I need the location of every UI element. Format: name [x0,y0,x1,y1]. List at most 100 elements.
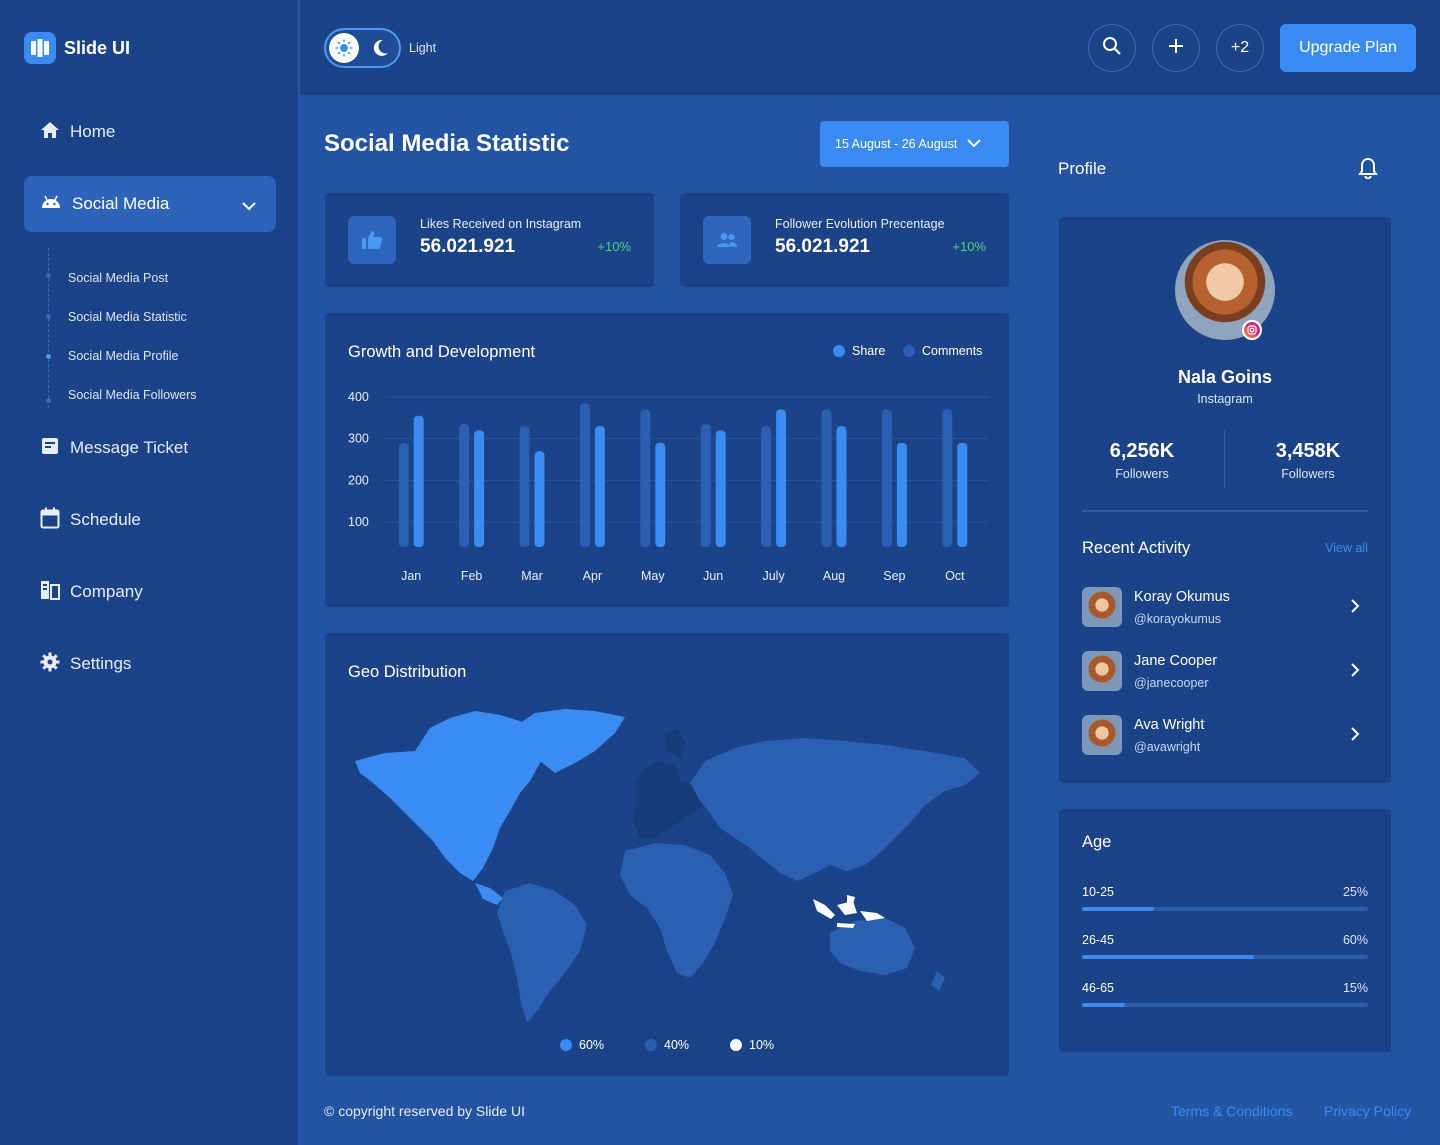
theme-toggle[interactable] [324,28,401,68]
y-tick-label: 300 [348,432,369,446]
bar-comments [881,409,892,547]
asia [690,738,980,881]
sidebar-item-label: Home [70,122,116,141]
sidebar-item-message-ticket[interactable]: Message Ticket [24,420,276,476]
sidebar-item-label: Company [70,582,143,601]
search-icon [1102,36,1122,61]
indonesia [813,895,885,928]
activity-handle: @avawright [1134,740,1201,754]
chevron-down-icon[interactable] [242,196,256,216]
theme-label: Light [409,41,437,55]
stat-change: +10% [952,239,986,254]
plus-icon [1167,37,1185,60]
instagram-icon [1242,320,1262,340]
submenu-social-media-followers[interactable]: Social Media Followers [68,388,197,402]
chevron-right-icon[interactable] [1351,663,1360,682]
sidebar-item-home[interactable]: Home [24,104,276,160]
ticket-icon [40,436,60,461]
divider [1224,430,1225,488]
age-progress-track [1082,1003,1368,1007]
sidebar-item-company[interactable]: Company [24,564,276,620]
privacy-link[interactable]: Privacy Policy [1324,1103,1412,1119]
x-tick-label: July [762,569,785,583]
world-map [355,709,980,1023]
age-range-label: 10-25 [1082,885,1114,899]
bell-icon[interactable] [1358,157,1378,184]
divider [1082,510,1368,512]
bar-comments [459,424,470,547]
chevron-down-icon [967,137,982,151]
submenu-dot [46,273,51,278]
profile-card: Nala Goins Instagram 6,256K Followers 3,… [1059,217,1391,783]
south-america [497,883,587,1023]
stat-value: 56.021.921 [775,236,871,257]
chevron-right-icon[interactable] [1351,599,1360,618]
activity-name: Jane Cooper [1134,653,1218,669]
submenu-social-media-post[interactable]: Social Media Post [68,271,169,285]
stat-card-followers: Follower Evolution Precentage 56.021.921… [680,193,1009,287]
sidebar-item-schedule[interactable]: Schedule [24,492,276,548]
x-tick-label: Jan [401,569,421,583]
activity-item[interactable]: Ava Wright @avawright [1082,715,1368,755]
profile-stat-label: Followers [1115,467,1169,481]
sidebar-item-label: Social Media [72,194,170,213]
top-bar: Light +2 Upgrade Plan [300,0,1440,95]
x-tick-label: May [641,569,665,583]
bar-comments [398,442,409,547]
search-button[interactable] [1088,24,1136,72]
activity-handle: @korayokumus [1134,612,1222,626]
activity-handle: @janecooper [1134,676,1209,690]
y-tick-label: 100 [348,515,369,529]
sidebar-item-label: Schedule [70,510,141,529]
avatar [1082,651,1122,691]
submenu-dot [46,398,51,403]
legend-share[interactable]: Share [833,344,885,358]
users-icon [703,216,751,264]
legend-dot [645,1039,657,1051]
age-range-label: 26-45 [1082,933,1114,947]
y-tick-label: 400 [348,390,369,404]
age-progress-fill [1082,907,1154,911]
submenu-social-media-profile[interactable]: Social Media Profile [68,349,179,363]
x-tick-label: Jun [703,569,723,583]
age-title: Age [1082,833,1112,851]
date-range-dropdown[interactable]: 15 August - 26 August [820,121,1009,167]
upgrade-plan-button[interactable]: Upgrade Plan [1280,24,1416,72]
age-percent: 25% [1342,885,1368,899]
legend-dot-share [833,345,845,357]
bar-share [594,426,605,547]
recent-activity-title: Recent Activity [1082,539,1191,557]
legend-comments[interactable]: Comments [903,344,982,358]
age-card: Age 10-25 25% 26-45 60% 46-65 15% [1059,809,1391,1052]
age-progress-track [1082,955,1368,959]
avatar [1082,587,1122,627]
bar-share [776,409,787,547]
submenu-social-media-statistic[interactable]: Social Media Statistic [68,310,187,324]
sidebar-item-settings[interactable]: Settings [24,636,276,692]
chart-title: Growth and Development [348,343,536,361]
age-percent: 60% [1342,933,1368,947]
geo-legend-60: 60% [560,1038,604,1052]
activity-item[interactable]: Jane Cooper @janecooper [1082,651,1368,691]
logo-icon [24,32,56,64]
sidebar-item-social-media[interactable]: Social Media [24,176,276,232]
avatar [1082,715,1122,755]
extra-count-button[interactable]: +2 [1216,24,1264,72]
add-button[interactable] [1152,24,1200,72]
bar-share [836,426,847,547]
app-logo[interactable]: Slide UI [24,32,130,64]
social-media-submenu: Social Media Post Social Media Statistic… [46,248,276,408]
submenu-dot [46,314,51,319]
activity-name: Ava Wright [1134,717,1205,733]
legend-label: 10% [749,1038,775,1052]
view-all-link[interactable]: View all [1325,541,1368,555]
date-range-label: 15 August - 26 August [835,137,958,151]
bar-share [896,442,907,547]
age-percent: 15% [1342,981,1368,995]
age-progress-fill [1082,1003,1125,1007]
activity-item[interactable]: Koray Okumus @korayokumus [1082,587,1368,627]
age-range-label: 46-65 [1082,981,1114,995]
terms-link[interactable]: Terms & Conditions [1171,1103,1293,1119]
x-tick-label: Aug [823,569,845,583]
chevron-right-icon[interactable] [1351,727,1360,746]
